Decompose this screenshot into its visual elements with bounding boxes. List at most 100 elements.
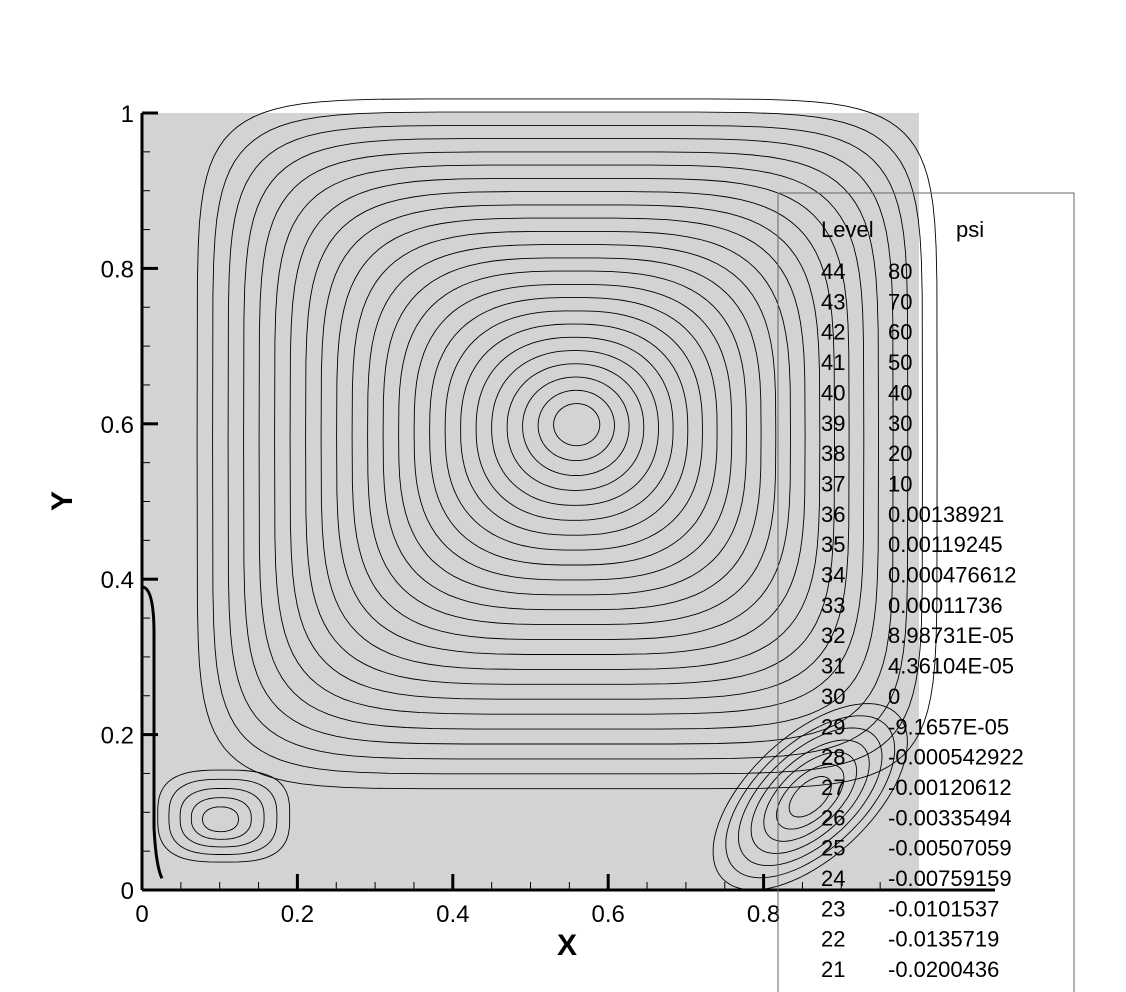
legend-level: 33 bbox=[821, 593, 845, 618]
legend-level: 23 bbox=[821, 896, 845, 921]
legend-psi-value: 0 bbox=[888, 684, 900, 709]
contour-legend: Level psi 44 80 43 70 42 60 41 50 40 40 39 30 38 20 37… bbox=[777, 192, 1075, 992]
legend-psi-value: 30 bbox=[888, 411, 912, 436]
legend-psi-value: 0.00138921 bbox=[888, 502, 1004, 527]
y-tick-label: 0.4 bbox=[101, 567, 134, 594]
primary-vortex-contour bbox=[305, 191, 835, 685]
legend-psi-value: 60 bbox=[888, 320, 912, 345]
legend-psi-value: 20 bbox=[888, 441, 912, 466]
primary-vortex-contour bbox=[460, 323, 689, 536]
legend-psi-value: -9.1657E-05 bbox=[888, 714, 1009, 739]
legend-level: 27 bbox=[821, 775, 845, 800]
legend-psi-value: -0.000542922 bbox=[888, 745, 1024, 770]
legend-level: 40 bbox=[821, 380, 845, 405]
legend-level: 22 bbox=[821, 927, 845, 952]
legend-psi-value: 0.00119245 bbox=[888, 532, 1003, 557]
primary-vortex-contour bbox=[227, 124, 909, 760]
legend-level: 32 bbox=[821, 623, 845, 648]
primary-vortex-contour bbox=[491, 350, 659, 506]
legend-level: 28 bbox=[821, 745, 845, 770]
legend-level: 37 bbox=[821, 471, 845, 496]
bottom-left-vortex-contour bbox=[157, 769, 291, 863]
legend-level: 31 bbox=[821, 654, 845, 679]
legend-psi-value: 40 bbox=[888, 380, 912, 405]
x-tick-label: 0.2 bbox=[281, 901, 314, 928]
legend-level: 39 bbox=[821, 411, 845, 436]
contour-lines bbox=[140, 98, 938, 891]
primary-vortex-contour bbox=[320, 204, 821, 670]
y-tick-label: 0.6 bbox=[101, 412, 134, 439]
legend-level: 29 bbox=[821, 714, 845, 739]
legend-psi-value: -0.0135719 bbox=[888, 927, 999, 952]
bottom-right-vortex-contour bbox=[776, 763, 845, 830]
bottom-right-vortex-contour bbox=[750, 739, 870, 854]
legend-psi-value: -0.00335494 bbox=[888, 805, 1012, 830]
primary-vortex-contour bbox=[429, 297, 718, 566]
legend-level: 26 bbox=[821, 805, 845, 830]
legend-psi-value: 80 bbox=[888, 259, 912, 284]
primary-vortex-contour bbox=[475, 336, 674, 521]
primary-vortex-contour bbox=[413, 283, 733, 581]
x-tick-label: 0.6 bbox=[592, 901, 625, 928]
primary-vortex-contour bbox=[382, 257, 762, 611]
legend-rows: 44 80 43 70 42 60 41 50 40 40 39 30 38 20 37 10 36 0.0013… bbox=[821, 259, 1024, 982]
legend-header-psi: psi bbox=[956, 217, 984, 242]
legend-psi-value: 70 bbox=[888, 289, 912, 314]
primary-vortex-contour bbox=[553, 403, 601, 447]
bottom-right-vortex-contour bbox=[725, 715, 896, 879]
legend-level: 42 bbox=[821, 320, 845, 345]
x-axis-title: X bbox=[557, 929, 577, 962]
legend-level: 35 bbox=[821, 532, 845, 557]
bottom-left-vortex-contour bbox=[190, 797, 252, 840]
legend-psi-value: 0.000476612 bbox=[888, 563, 1016, 588]
y-tick-label: 1 bbox=[121, 101, 134, 128]
legend-level: 34 bbox=[821, 563, 845, 588]
legend-psi-value: 4.36104E-05 bbox=[888, 654, 1014, 679]
legend-psi-value: 8.98731E-05 bbox=[888, 623, 1014, 648]
bottom-left-vortex-contour bbox=[202, 806, 239, 833]
legend-psi-value: 0.00011736 bbox=[888, 593, 1003, 618]
legend-psi-value: -0.0101537 bbox=[888, 896, 999, 921]
primary-vortex-contour bbox=[274, 164, 865, 715]
legend-level: 30 bbox=[821, 684, 845, 709]
primary-vortex-contour bbox=[243, 138, 894, 745]
legend-frame bbox=[777, 192, 1075, 992]
y-axis-title: Y bbox=[46, 491, 79, 511]
bottom-left-vortex-contour bbox=[179, 788, 265, 848]
left-wall-contour bbox=[140, 585, 164, 890]
primary-vortex-contour bbox=[522, 376, 630, 476]
legend-psi-value: -0.00120612 bbox=[888, 775, 1012, 800]
legend-psi-value: -0.00759159 bbox=[888, 866, 1012, 891]
bottom-right-vortex-contour bbox=[712, 703, 908, 891]
axes: 0 0.2 0.4 0.6 0.8 0 0.2 0.4 0.6 0.8 1 bbox=[101, 101, 995, 928]
primary-vortex-contour bbox=[506, 363, 645, 491]
legend-level: 21 bbox=[821, 957, 845, 982]
y-tick-label: 0.2 bbox=[101, 723, 134, 750]
legend-level: 36 bbox=[821, 502, 845, 527]
primary-vortex-contour bbox=[196, 98, 938, 790]
legend-psi-value: 50 bbox=[888, 350, 912, 375]
bottom-right-vortex-contour bbox=[738, 727, 883, 867]
y-tick-label: 0 bbox=[121, 878, 134, 905]
legend-psi-value: -0.0200436 bbox=[888, 957, 999, 982]
primary-vortex-contour bbox=[398, 270, 747, 596]
primary-vortex-contour bbox=[367, 244, 777, 626]
primary-vortex-contour bbox=[444, 310, 703, 551]
bottom-right-vortex-contour bbox=[763, 751, 858, 842]
primary-vortex-contour bbox=[336, 217, 806, 655]
legend-level: 43 bbox=[821, 289, 845, 314]
legend-level: 24 bbox=[821, 866, 845, 891]
legend-psi-value: 10 bbox=[888, 471, 912, 496]
y-tick-label: 0.8 bbox=[101, 256, 134, 283]
legend-level: 38 bbox=[821, 441, 845, 466]
primary-vortex-contour bbox=[537, 389, 615, 462]
legend-header-level: Level bbox=[821, 217, 874, 242]
legend-level: 41 bbox=[821, 350, 845, 375]
x-tick-label: 0 bbox=[135, 901, 148, 928]
primary-vortex-contour bbox=[351, 230, 791, 641]
x-tick-label: 0.8 bbox=[747, 901, 780, 928]
x-tick-label: 0.4 bbox=[436, 901, 469, 928]
legend-level: 44 bbox=[821, 259, 845, 284]
legend-level: 25 bbox=[821, 836, 845, 861]
